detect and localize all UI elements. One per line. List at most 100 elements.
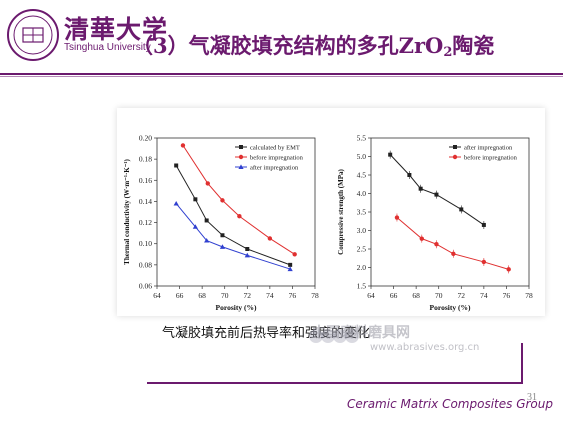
x-tick-label: 68 xyxy=(412,291,420,300)
y-tick-label: 3.5 xyxy=(357,208,367,217)
title-end: 陶瓷 xyxy=(452,33,495,58)
data-point xyxy=(245,247,250,251)
y-axis-label: Compressive strength (MPa) xyxy=(337,168,345,254)
footer-horizontal-rule xyxy=(147,382,523,384)
data-point xyxy=(287,266,293,272)
data-point xyxy=(205,181,210,186)
y-tick-label: 3.0 xyxy=(357,226,367,235)
title-subscript: 2 xyxy=(443,45,453,60)
legend-marker xyxy=(239,145,243,149)
watermark-url: www.abrasives.org.cn xyxy=(370,342,480,353)
legend-marker xyxy=(238,164,244,169)
data-point xyxy=(204,237,210,243)
x-tick-label: 78 xyxy=(311,291,319,300)
footer-vertical-rule xyxy=(521,343,523,384)
y-tick-label: 0.06 xyxy=(139,282,152,291)
y-tick-label: 5.5 xyxy=(357,134,367,143)
data-point xyxy=(220,198,225,203)
data-point xyxy=(173,200,179,206)
y-tick-label: 4.5 xyxy=(357,171,367,180)
y-tick-label: 2.5 xyxy=(357,245,367,254)
x-axis-label: Porosity (%) xyxy=(216,303,257,312)
legend-label: before impregnation xyxy=(464,155,518,162)
y-tick-label: 4.0 xyxy=(357,189,367,198)
university-logo-english: Tsinghua University xyxy=(64,42,151,53)
y-tick-label: 0.12 xyxy=(139,218,152,227)
data-point xyxy=(292,252,297,257)
y-tick-label: 1.5 xyxy=(357,282,367,291)
page-number: 31 xyxy=(527,392,537,403)
x-tick-label: 70 xyxy=(435,291,443,300)
x-tick-label: 72 xyxy=(458,291,466,300)
x-tick-label: 66 xyxy=(176,291,184,300)
data-point xyxy=(219,244,226,249)
legend-label: calculated by EMT xyxy=(250,145,300,152)
x-tick-label: 64 xyxy=(153,291,161,300)
legend-label: before impregnation xyxy=(250,155,304,162)
x-tick-label: 78 xyxy=(525,291,533,300)
figure-caption: 气凝胶填充前后热导率和强度的变化 xyxy=(162,326,371,341)
university-logo-text: 清華大学 xyxy=(64,15,169,44)
data-point xyxy=(434,241,439,247)
plot-frame xyxy=(156,137,316,287)
compressive-strength-chart: 64 66 68 70 72 74 76 78 1.5 2.0 2.5 3.0 3.5 4.0 4.5 5.0… xyxy=(337,134,533,313)
x-axis-label: Porosity (%) xyxy=(430,303,471,312)
data-point xyxy=(267,236,273,241)
data-point xyxy=(459,207,464,212)
x-tick-label: 76 xyxy=(289,291,297,300)
series-line-0 xyxy=(175,165,291,266)
x-tick-label: 70 xyxy=(221,291,229,300)
title-main: （3）气凝胶填充结构的多孔ZrO xyxy=(132,33,444,58)
data-point xyxy=(204,218,209,223)
y-tick-label: 0.10 xyxy=(139,239,152,248)
data-point xyxy=(193,197,198,202)
data-point xyxy=(481,222,486,227)
y-tick-label: 0.20 xyxy=(139,134,152,143)
x-tick-label: 64 xyxy=(367,291,375,300)
data-point xyxy=(434,192,439,197)
legend-label: after impregnation xyxy=(250,165,299,172)
university-seal-icon xyxy=(7,9,59,61)
data-point xyxy=(481,259,487,265)
legend-marker xyxy=(238,154,244,160)
header-divider-thin xyxy=(0,76,563,77)
x-tick-label: 68 xyxy=(198,291,206,300)
chart-panel: 64 66 68 70 72 74 76 78 0.06 0.08 0.10 0.12 0.14 0.16… xyxy=(117,108,545,316)
series-line-1 xyxy=(182,145,295,255)
x-tick-label: 74 xyxy=(480,291,488,300)
y-tick-label: 5.0 xyxy=(357,152,367,161)
data-point xyxy=(220,233,225,238)
watermark-text: 中国磨料磨具网 xyxy=(312,325,410,341)
watermark-logo-icon xyxy=(309,329,359,343)
y-tick-label: 0.08 xyxy=(139,260,152,269)
data-point xyxy=(419,236,424,241)
data-point xyxy=(237,214,242,219)
x-tick-label: 74 xyxy=(266,291,274,300)
data-point xyxy=(394,215,400,220)
series-line-2 xyxy=(175,203,291,270)
legend-label: after impregnation xyxy=(464,145,513,152)
x-tick-label: 76 xyxy=(503,291,511,300)
header-divider xyxy=(0,73,563,75)
y-tick-label: 2.0 xyxy=(357,263,367,272)
y-tick-label: 0.16 xyxy=(139,176,152,185)
x-tick-label: 72 xyxy=(244,291,252,300)
series-line-1 xyxy=(396,217,509,270)
data-point xyxy=(288,262,293,267)
group-name: Ceramic Matrix Composites Group xyxy=(347,397,553,411)
data-point xyxy=(244,252,250,258)
data-point xyxy=(174,163,179,168)
data-point xyxy=(407,173,412,177)
data-point xyxy=(451,251,456,257)
legend-marker xyxy=(452,154,458,160)
data-point xyxy=(388,152,393,157)
x-tick-label: 66 xyxy=(390,291,398,300)
slide-title: （3）气凝胶填充结构的多孔ZrO2陶瓷 xyxy=(132,30,494,60)
series-line-0 xyxy=(389,154,485,226)
y-tick-label: 0.14 xyxy=(139,197,152,206)
y-tick-label: 0.18 xyxy=(139,155,152,164)
data-point xyxy=(180,143,186,148)
legend-marker xyxy=(453,145,457,149)
data-point xyxy=(418,186,423,191)
